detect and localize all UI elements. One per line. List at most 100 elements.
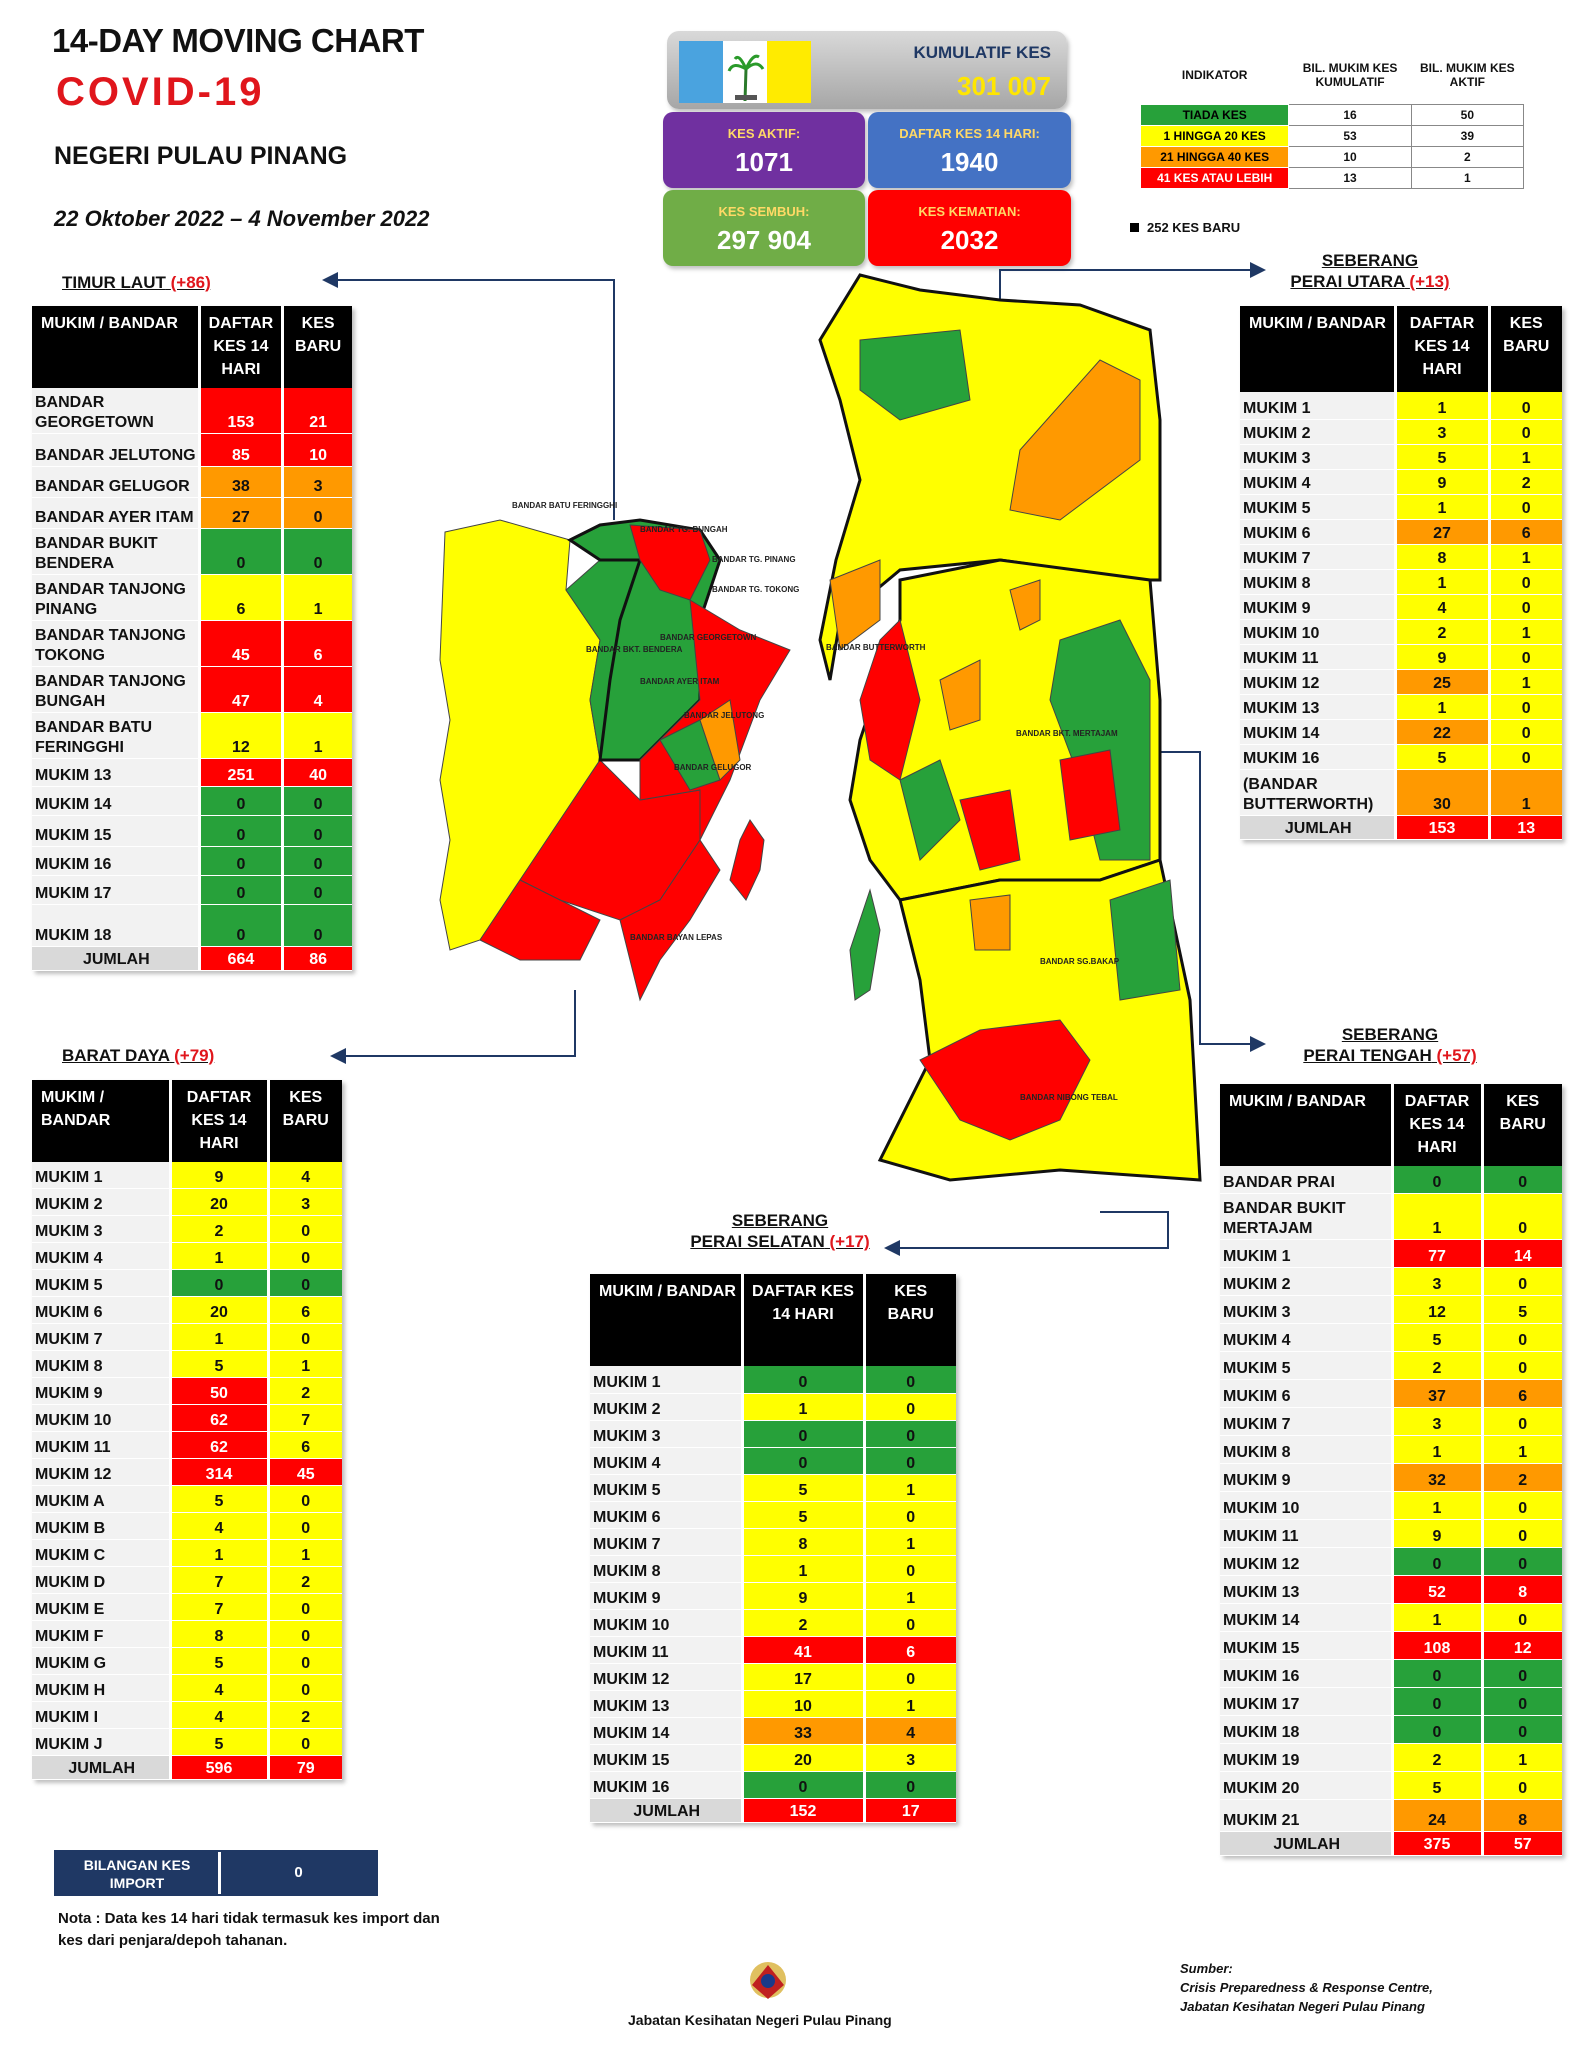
row-daftar: 0 [168,1269,268,1298]
row-daftar: 4 [168,1674,268,1703]
svg-text:BANDAR GEORGETOWN: BANDAR GEORGETOWN [660,633,757,642]
kumulatif-label: KUMULATIF KES [913,43,1051,62]
row-baru: 21 [281,387,352,435]
row-daftar: 8 [740,1528,864,1556]
import-value: 0 [218,1852,376,1894]
col-daftar: DAFTAR KES 14 HARI [1390,1084,1482,1166]
total-label: JUMLAH [32,1755,170,1781]
row-name: BANDAR TANJONG PINANG [32,574,200,622]
row-daftar: 24 [1390,1799,1482,1833]
table-row: MUKIM 17 0 0 [32,875,352,906]
row-daftar: 0 [197,875,283,906]
row-daftar: 0 [740,1447,864,1475]
indicator-table: INDIKATOR BIL. MUKIM KES KUMULATIF BIL. MU… [1139,46,1525,189]
row-baru: 1 [1487,669,1562,695]
row-baru: 45 [266,1458,342,1487]
row-name: MUKIM A [32,1485,170,1514]
row-daftar: 20 [168,1296,268,1325]
indicator-row: 1 HINGGA 20 KES 53 39 [1139,124,1525,147]
row-name: MUKIM 6 [1220,1379,1392,1409]
indicator-label: 41 KES ATAU LEBIH [1139,166,1290,189]
row-daftar: 5 [1390,1323,1482,1353]
row-baru: 6 [266,1431,342,1460]
row-daftar: 5 [740,1501,864,1529]
row-daftar: 25 [1393,669,1489,695]
row-baru: 1 [281,574,352,622]
row-baru: 3 [281,466,352,499]
total-daftar: 152 [740,1798,864,1823]
row-daftar: 37 [1390,1379,1482,1409]
row-baru: 2 [1487,469,1562,495]
total-baru: 13 [1487,815,1562,840]
table-row: MUKIM 16 0 0 [1220,1659,1562,1689]
row-name: (BANDAR BUTTERWORTH) [1240,769,1395,816]
state-title: NEGERI PULAU PINANG [54,142,348,170]
row-name: MUKIM 4 [590,1447,742,1475]
row-name: MUKIM J [32,1728,170,1757]
row-baru: 3 [266,1188,342,1217]
table-row: MUKIM 10 62 7 [32,1404,342,1433]
covid-title: COVID-19 [56,70,265,114]
sps-title: SEBERANG PERAI SELATAN (+17) [690,1211,870,1252]
row-daftar: 0 [1390,1165,1482,1195]
note-text: Nota : Data kes 14 hari tidak termasuk k… [58,1910,440,1949]
row-name: MUKIM 18 [32,904,200,948]
table-row: MUKIM 16 0 0 [590,1771,956,1799]
row-name: MUKIM 2 [1240,419,1395,445]
row-daftar: 30 [1393,769,1489,816]
row-baru: 0 [862,1420,956,1448]
row-baru: 1 [1487,544,1562,570]
row-name: MUKIM E [32,1593,170,1622]
row-baru: 5 [1480,1295,1562,1325]
row-daftar: 9 [168,1161,268,1190]
row-name: BANDAR TANJONG BUNGAH [32,666,200,714]
row-name: MUKIM C [32,1539,170,1568]
total-daftar: 153 [1393,815,1489,840]
svg-text:BANDAR BAYAN LEPAS: BANDAR BAYAN LEPAS [630,933,723,942]
row-daftar: 0 [740,1771,864,1799]
total-baru: 86 [281,946,352,972]
table-row: MUKIM 1 77 14 [1220,1239,1562,1269]
connector-spu [999,262,1266,300]
total-baru: 79 [266,1755,342,1781]
row-baru: 0 [1480,1407,1562,1437]
row-name: MUKIM 5 [1240,494,1395,520]
row-name: BANDAR BUKIT BENDERA [32,528,200,576]
indicator-value: 13 [1288,166,1412,189]
row-name: MUKIM 19 [1220,1743,1392,1773]
table-header: MUKIM / BANDAR DAFTAR KES 14 HARI KES BARU [590,1274,956,1366]
total-label: JUMLAH [1240,815,1395,840]
row-name: MUKIM F [32,1620,170,1649]
connector-spt [1160,751,1266,1052]
row-baru: 0 [1487,719,1562,745]
row-daftar: 251 [197,758,283,788]
row-baru: 2 [266,1566,342,1595]
source-label: Sumber: [1180,1961,1233,1976]
row-daftar: 20 [740,1744,864,1772]
new-cases-legend: 252 KES BARU [1130,220,1240,235]
row-daftar: 38 [197,466,283,499]
row-baru: 0 [266,1620,342,1649]
table-header: MUKIM / BANDAR DAFTAR KES 14 HARI KES BARU [32,1080,342,1162]
total-baru: 17 [862,1798,956,1823]
row-name: MUKIM 4 [32,1242,170,1271]
table-row: MUKIM 10 1 0 [1220,1491,1562,1521]
table-row: BANDAR GEORGETOWN 153 21 [32,387,352,435]
total-label: JUMLAH [1220,1831,1392,1857]
source-block: Sumber: Crisis Preparedness & Response C… [1180,1960,1433,2017]
svg-text:BANDAR BUTTERWORTH: BANDAR BUTTERWORTH [826,643,926,652]
kes-aktif-label: KES AKTIF: [727,126,801,141]
table-row: MUKIM 14 1 0 [1220,1603,1562,1633]
row-name: MUKIM 15 [590,1744,742,1772]
row-name: MUKIM 1 [590,1366,742,1394]
row-daftar: 62 [168,1431,268,1460]
row-name: MUKIM 10 [1220,1491,1392,1521]
row-daftar: 4 [1393,594,1489,620]
row-name: MUKIM 10 [1240,619,1395,645]
row-baru: 0 [1480,1659,1562,1689]
